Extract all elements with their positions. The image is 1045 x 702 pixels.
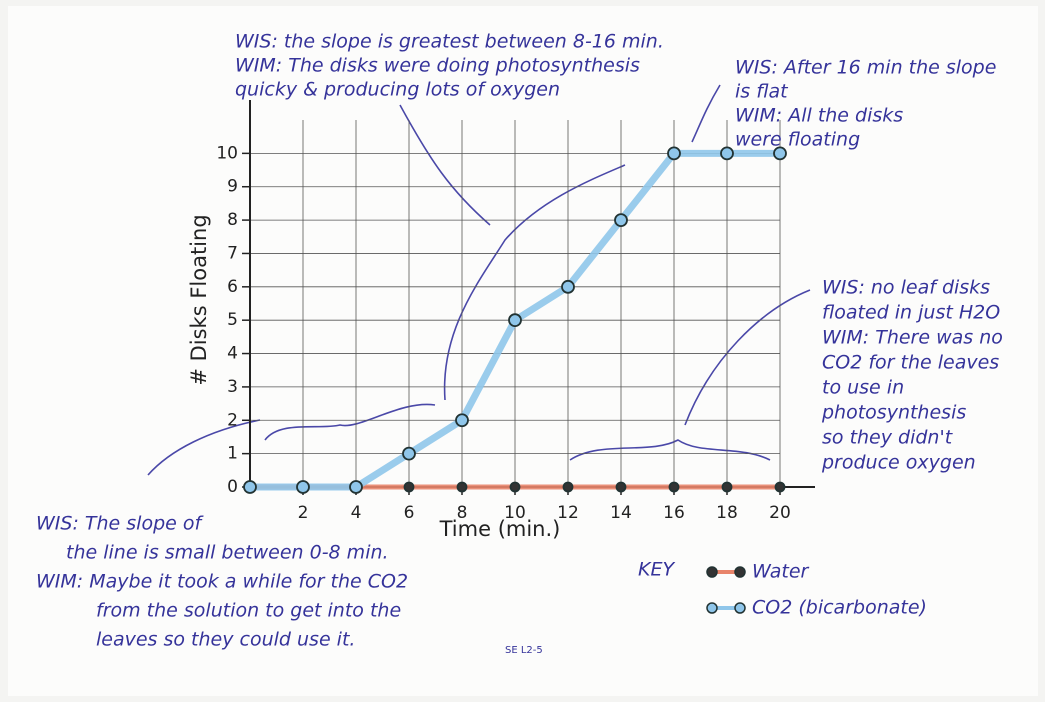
annotation: the line is small between 0-8 min. — [66, 542, 389, 564]
point — [562, 281, 574, 293]
x-tick-label: 10 — [504, 503, 526, 523]
annotation: quicky & producing lots of oxygen — [235, 79, 560, 101]
annotation: WIM: All the disks — [735, 105, 903, 127]
annotation: floated in just H2O — [822, 302, 1000, 324]
annotation: CO2 for the leaves — [822, 352, 999, 374]
y-tick-label: 7 — [227, 243, 238, 263]
annotation: were floating — [735, 129, 860, 151]
x-tick-label: 2 — [298, 503, 309, 523]
annotation: WIS: After 16 min the slope — [735, 57, 996, 79]
point — [297, 481, 309, 493]
x-tick-label: 16 — [663, 503, 685, 523]
y-tick-label: 5 — [227, 310, 238, 330]
y-tick-label: 6 — [227, 277, 238, 297]
chart: # Disks Floating Time (min.) 01234567891… — [0, 0, 1045, 702]
point — [350, 481, 362, 493]
legend-title: KEY — [638, 559, 675, 581]
annotation: is flat — [735, 81, 789, 103]
y-tick-label: 4 — [227, 344, 238, 364]
point — [615, 214, 627, 226]
legend-label: CO2 (bicarbonate) — [752, 597, 927, 619]
y-tick-label: 9 — [227, 177, 238, 197]
x-tick-label: 4 — [351, 503, 362, 523]
annotation: leaves so they could use it. — [96, 629, 355, 651]
y-axis-label: # Disks Floating — [187, 214, 211, 385]
x-tick-label: 20 — [769, 503, 791, 523]
y-tick-label: 8 — [227, 210, 238, 230]
annotation: WIM: The disks were doing photosynthesis — [235, 55, 640, 77]
point — [405, 483, 414, 492]
y-tick-label: 3 — [227, 377, 238, 397]
point — [244, 481, 256, 493]
y-tick-label: 2 — [227, 410, 238, 430]
y-tick-label: 0 — [227, 477, 238, 497]
x-tick-label: 18 — [716, 503, 738, 523]
legend-marker — [707, 603, 717, 613]
annotation: photosynthesis — [821, 402, 966, 424]
legend-marker — [735, 567, 745, 577]
legend-marker — [735, 603, 745, 613]
y-tick-label: 1 — [227, 444, 238, 464]
annotation: WIM: Maybe it took a while for the CO2 — [36, 571, 408, 593]
point — [721, 147, 733, 159]
annotation: WIM: There was no — [822, 327, 1003, 349]
x-tick-label: 6 — [404, 503, 415, 523]
point — [456, 414, 468, 426]
y-tick-label: 10 — [216, 143, 238, 163]
point — [564, 483, 573, 492]
point — [668, 147, 680, 159]
x-tick-label: 12 — [557, 503, 579, 523]
annotation: to use in — [822, 377, 904, 399]
point — [723, 483, 732, 492]
x-tick-label: 8 — [457, 503, 468, 523]
annotation: SE L2-5 — [505, 645, 543, 656]
legend-marker — [707, 567, 717, 577]
legend-label: Water — [752, 561, 810, 583]
point — [458, 483, 467, 492]
point — [509, 314, 521, 326]
annotation: from the solution to get into the — [96, 600, 401, 622]
point — [670, 483, 679, 492]
annotation: produce oxygen — [821, 452, 976, 474]
x-tick-label: 14 — [610, 503, 632, 523]
point — [403, 448, 415, 460]
annotation: so they didn't — [822, 427, 954, 449]
point — [776, 483, 785, 492]
point — [617, 483, 626, 492]
annotation: WIS: no leaf disks — [822, 277, 990, 299]
annotation: WIS: the slope is greatest between 8-16 … — [235, 31, 664, 53]
point — [511, 483, 520, 492]
annotation: WIS: The slope of — [36, 513, 204, 535]
